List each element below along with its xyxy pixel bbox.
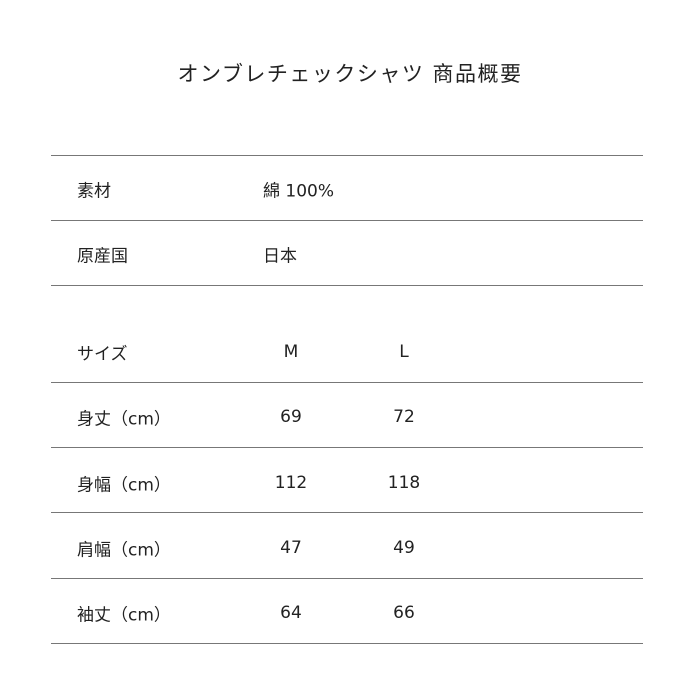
row-label: 身幅（cm） [77, 475, 171, 496]
divider [51, 155, 643, 156]
size-header-l: L [399, 342, 409, 362]
material-label: 素材 [77, 181, 111, 202]
page-title: オンブレチェックシャツ 商品概要 [177, 62, 523, 86]
row-value-l: 72 [393, 407, 415, 427]
size-header-m: M [283, 342, 299, 362]
row-value-l: 118 [387, 473, 421, 493]
divider [51, 447, 643, 448]
material-value: 綿 100% [263, 181, 335, 202]
row-label: 身丈（cm） [77, 409, 171, 430]
row-value-l: 49 [393, 538, 415, 558]
row-value-m: 112 [274, 473, 308, 493]
row-value-l: 66 [393, 603, 415, 623]
divider [51, 643, 643, 644]
divider [51, 512, 643, 513]
row-value-m: 64 [280, 603, 302, 623]
row-label: 肩幅（cm） [77, 540, 171, 561]
row-value-m: 47 [280, 538, 302, 558]
divider [51, 382, 643, 383]
origin-value: 日本 [263, 246, 297, 267]
divider [51, 285, 643, 286]
row-label: 袖丈（cm） [77, 605, 171, 626]
divider [51, 220, 643, 221]
row-value-m: 69 [280, 407, 302, 427]
size-header-label: サイズ [77, 344, 128, 365]
origin-label: 原産国 [77, 246, 128, 267]
divider [51, 578, 643, 579]
